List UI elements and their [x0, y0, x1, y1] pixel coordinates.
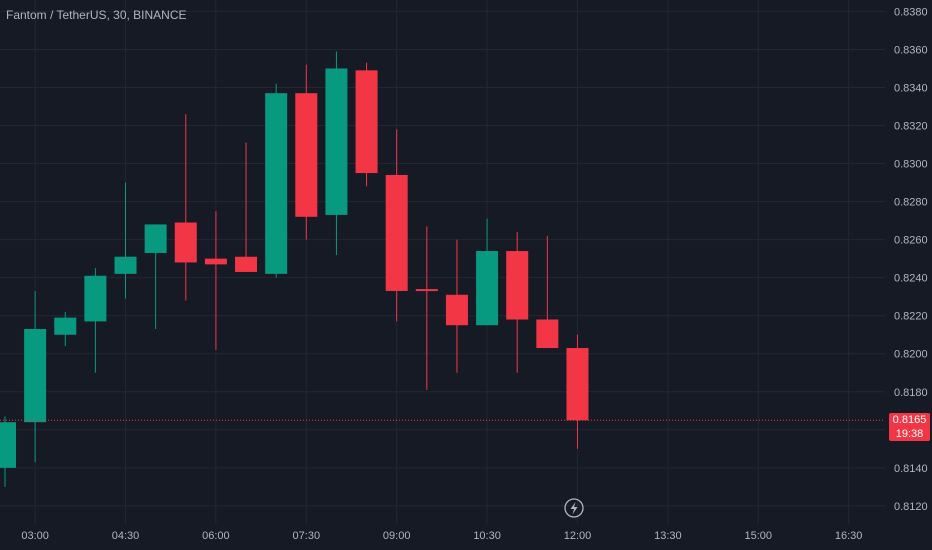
candle-body	[385, 174, 408, 291]
candle-body	[0, 422, 16, 468]
candle-body	[415, 289, 438, 292]
time-tick-label: 06:00	[202, 530, 230, 542]
candle-body	[84, 275, 107, 322]
candle-body	[54, 317, 77, 335]
time-tick-label: 12:00	[564, 530, 592, 542]
price-tick-label: 0.8380	[894, 6, 928, 18]
lightning-icon	[570, 502, 578, 515]
candle-body	[325, 68, 348, 215]
candle-body	[566, 348, 589, 421]
time-tick-label: 15:00	[744, 530, 772, 542]
price-tick-label: 0.8240	[894, 273, 928, 285]
price-tick-label: 0.8280	[894, 197, 928, 209]
time-tick-label: 04:30	[112, 530, 140, 542]
price-tick-label: 0.8300	[894, 159, 928, 171]
time-tick-label: 13:30	[654, 530, 682, 542]
price-tick-label: 0.8360	[894, 44, 928, 56]
candle-body	[174, 222, 197, 263]
price-tick-label: 0.8260	[894, 235, 928, 247]
time-tick-label: 10:30	[473, 530, 501, 542]
candle-body	[265, 93, 288, 274]
event-marker[interactable]	[564, 498, 584, 518]
price-tick-label: 0.8340	[894, 82, 928, 94]
price-tick-label: 0.8220	[894, 311, 928, 323]
candle-body	[235, 256, 258, 272]
price-axis[interactable]: 0.81200.81400.81600.81800.82000.82200.82…	[894, 6, 928, 512]
time-axis[interactable]: 03:00 04:30 06:00 07:30 09:00 10:30 12:00 13:30…	[21, 530, 862, 542]
candle-body	[355, 70, 378, 174]
candle-body	[536, 319, 559, 349]
candle-body	[506, 251, 529, 320]
candle-body	[24, 329, 47, 423]
lightning-icon-ring	[564, 498, 584, 518]
chart-title: Fantom / TetherUS, 30, BINANCE	[6, 8, 187, 22]
current-price-value: 0.8165	[892, 414, 927, 427]
time-tick-label: 07:30	[293, 530, 321, 542]
price-tick-label: 0.8320	[894, 121, 928, 133]
price-tick-label: 0.8180	[894, 387, 928, 399]
price-tick-label: 0.8140	[894, 463, 928, 475]
candle-body	[204, 258, 227, 265]
price-tick-label: 0.8120	[894, 501, 928, 513]
candle-body	[476, 251, 499, 326]
candle-body	[114, 256, 137, 274]
time-tick-label: 03:00	[21, 530, 49, 542]
candle-countdown: 19:38	[895, 428, 924, 441]
candle-body	[445, 294, 468, 326]
time-tick-label: 16:30	[835, 530, 863, 542]
price-tick-label: 0.8200	[894, 349, 928, 361]
candle-body	[295, 93, 318, 217]
candle-body	[144, 224, 167, 253]
current-price-tag[interactable]: 0.8165 19:38	[889, 413, 930, 442]
candles	[0, 51, 589, 487]
time-tick-label: 09:00	[383, 530, 411, 542]
